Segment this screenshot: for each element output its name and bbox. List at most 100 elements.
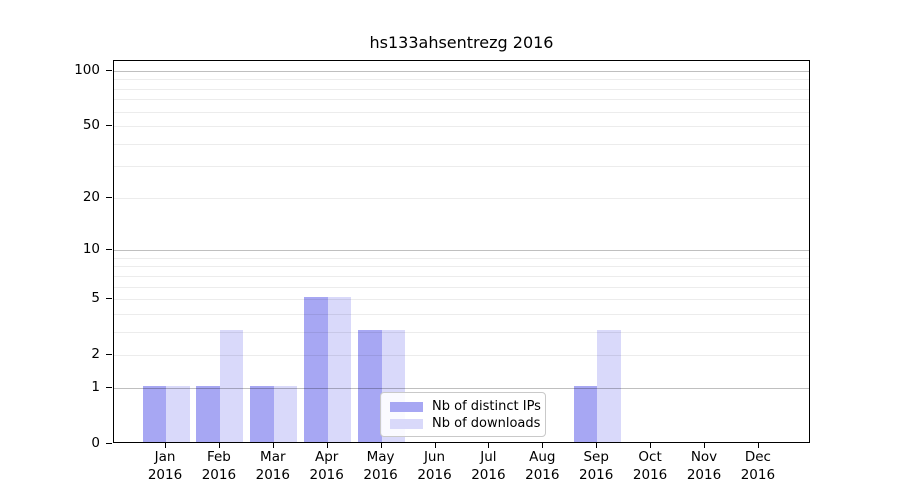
gridline-minor (114, 99, 809, 101)
gridline-minor (114, 126, 809, 128)
x-tick-month: Jul (480, 449, 497, 465)
x-tick-year: 2016 (740, 466, 776, 483)
bar-nb-of-downloads-mar (273, 385, 298, 442)
x-tick-year: 2016 (686, 466, 722, 483)
bar-nb-of-distinct-ips-sep (573, 385, 598, 442)
gridline-minor (114, 166, 809, 168)
y-tick-label: 20 (82, 188, 100, 205)
x-tick-label: Sep 2016 (564, 449, 628, 484)
y-axis-tick (106, 354, 112, 356)
legend-swatch (390, 418, 423, 429)
y-axis-tick (106, 386, 112, 388)
gridline-minor (114, 299, 809, 301)
gridline-major (114, 387, 809, 389)
bar-nb-of-distinct-ips-jan (142, 385, 166, 442)
gridline-minor (114, 197, 809, 199)
gridline-minor (114, 313, 809, 315)
gridline-minor (114, 266, 809, 268)
x-axis-tick (380, 443, 382, 448)
x-tick-year: 2016 (201, 466, 237, 483)
gridline-minor (114, 88, 809, 90)
plot-area (113, 60, 810, 443)
bar-nb-of-downloads-apr (327, 297, 352, 442)
x-tick-year: 2016 (363, 466, 398, 483)
gridline-minor (114, 275, 809, 277)
gridline-minor (114, 143, 809, 145)
bar-nb-of-distinct-ips-feb (196, 385, 220, 442)
x-tick-label: May 2016 (349, 449, 413, 484)
gridline-major (114, 250, 809, 252)
bar-nb-of-distinct-ips-mar (250, 385, 274, 442)
x-tick-month: Nov (690, 449, 718, 465)
x-tick-year: 2016 (147, 466, 183, 483)
y-tick-label: 0 (91, 435, 100, 451)
x-axis-tick (596, 443, 598, 448)
legend-label: Nb of distinct IPs (432, 399, 541, 414)
gridline-major (114, 70, 809, 72)
legend-item: Nb of downloads (390, 415, 540, 432)
x-axis-tick (218, 443, 220, 448)
x-axis-tick (757, 443, 759, 448)
y-axis-tick (106, 298, 112, 300)
x-tick-month: Oct (638, 449, 662, 465)
x-tick-label: Jan 2016 (133, 449, 197, 484)
chart-title: hs133ahsentrezg 2016 (369, 33, 554, 52)
y-tick-label: 100 (74, 61, 100, 78)
gridline-minor (114, 331, 809, 333)
gridline-minor (114, 286, 809, 288)
y-tick-label: 2 (91, 346, 100, 363)
y-axis-tick (106, 69, 112, 71)
x-tick-label: Apr 2016 (295, 449, 359, 484)
y-axis-tick (106, 443, 112, 444)
bar-nb-of-distinct-ips-apr (304, 297, 328, 442)
x-axis-tick (542, 443, 544, 448)
bar-nb-of-downloads-jan (166, 385, 190, 442)
x-tick-label: Nov 2016 (672, 449, 736, 484)
x-axis-tick (488, 443, 490, 448)
x-tick-label: Jun 2016 (403, 449, 467, 484)
bar-nb-of-distinct-ips-may (358, 329, 382, 442)
y-axis-tick (106, 249, 112, 251)
y-tick-label: 1 (91, 378, 100, 395)
x-axis-tick (434, 443, 436, 448)
x-tick-year: 2016 (255, 466, 290, 483)
gridline-minor (114, 111, 809, 113)
x-tick-year: 2016 (579, 466, 614, 483)
gridline-minor (114, 257, 809, 259)
y-tick-label: 5 (91, 290, 100, 307)
y-axis-tick (106, 196, 112, 198)
gridline-minor (114, 79, 809, 81)
x-tick-month: Apr (315, 449, 339, 465)
x-tick-month: Dec (744, 449, 771, 465)
x-axis-tick (326, 443, 328, 448)
legend-label: Nb of downloads (432, 416, 541, 431)
x-tick-month: Aug (529, 449, 556, 465)
x-tick-label: Feb 2016 (187, 449, 251, 484)
bar-nb-of-downloads-feb (219, 329, 244, 442)
x-tick-month: Mar (260, 449, 286, 465)
x-tick-label: Aug 2016 (510, 449, 574, 484)
bar-nb-of-downloads-sep (597, 329, 621, 442)
x-tick-month: May (366, 449, 395, 465)
x-tick-year: 2016 (309, 466, 344, 483)
x-tick-year: 2016 (417, 466, 452, 483)
legend: Nb of distinct IPs Nb of downloads (380, 392, 546, 437)
x-tick-label: Jul 2016 (456, 449, 520, 484)
x-tick-month: Jan (154, 449, 176, 465)
x-axis-tick (165, 443, 166, 448)
x-tick-month: Feb (206, 449, 231, 465)
x-tick-year: 2016 (632, 466, 668, 483)
x-tick-label: Oct 2016 (618, 449, 682, 484)
y-axis-tick (106, 125, 112, 127)
x-axis-tick (704, 443, 705, 448)
gridline-minor (114, 355, 809, 357)
y-tick-label: 10 (82, 241, 100, 258)
x-tick-month: Jun (423, 449, 446, 465)
x-tick-year: 2016 (471, 466, 506, 483)
x-tick-label: Mar 2016 (241, 449, 305, 484)
legend-swatch (390, 401, 423, 412)
x-tick-month: Sep (583, 449, 609, 465)
x-tick-label: Dec 2016 (726, 449, 790, 484)
x-axis-tick (272, 443, 274, 448)
